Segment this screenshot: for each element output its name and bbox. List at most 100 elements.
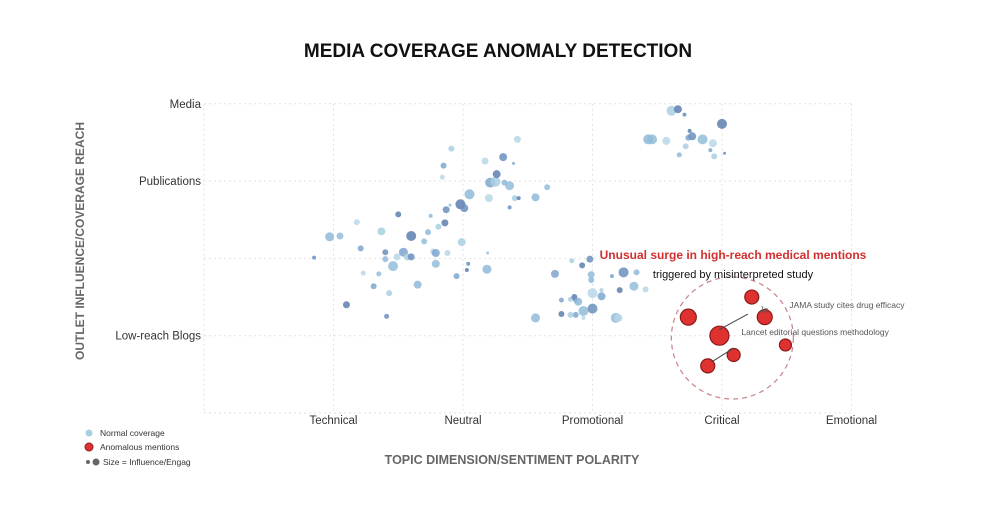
normal-point: [492, 170, 501, 179]
annotation-subline: triggered by misinterpreted study: [653, 269, 814, 281]
legend-size-large: [92, 458, 100, 466]
normal-point: [407, 253, 415, 261]
normal-point: [588, 277, 595, 284]
normal-point: [325, 232, 335, 242]
legend-anomaly-swatch: [84, 442, 94, 452]
normal-point: [507, 205, 512, 210]
legend-size-small: [86, 460, 90, 464]
chart-title: MEDIA COVERAGE ANOMALY DETECTION: [304, 41, 692, 62]
normal-point: [567, 311, 574, 318]
normal-point: [431, 259, 440, 268]
normal-point: [382, 256, 389, 263]
normal-point: [616, 287, 623, 294]
normal-point: [376, 271, 382, 277]
legend-size-label: Size = Influence/Engag: [103, 457, 191, 467]
normal-point: [444, 249, 451, 256]
normal-point: [597, 292, 606, 301]
annotations: JAMA study cites drug efficacy Lancet edi…: [600, 248, 905, 400]
x-tick-label: Emotional: [826, 415, 877, 427]
y-tick-label: Media: [170, 99, 202, 111]
normal-point: [717, 118, 727, 129]
annotation-headline: Unusual surge in high-reach medical ment…: [600, 248, 867, 262]
normal-point: [531, 313, 541, 323]
normal-point: [386, 290, 393, 297]
point-label: JAMA study cites drug efficacy: [789, 300, 905, 310]
point-label: Ja: [760, 305, 769, 315]
normal-point: [581, 315, 586, 320]
x-tick-label: Critical: [704, 415, 739, 427]
normal-point: [512, 161, 516, 165]
normal-point: [587, 303, 598, 314]
normal-point: [425, 229, 432, 236]
normal-point: [586, 255, 594, 263]
normal-point: [377, 227, 386, 236]
anomaly-region-circle: [670, 276, 795, 400]
normal-point: [464, 189, 475, 200]
normal-point: [723, 151, 727, 155]
normal-point: [464, 267, 469, 272]
normal-point: [688, 132, 697, 141]
points: [312, 105, 793, 374]
normal-point: [629, 281, 639, 291]
normal-point: [579, 262, 586, 269]
y-axis-label: OUTLET INFLUENCE/COVERAGE REACH: [73, 122, 87, 360]
normal-point: [647, 134, 658, 145]
normal-point: [482, 264, 492, 274]
point-label: Lancet editorial questions methodology: [741, 327, 889, 337]
anomaly-point: [756, 309, 773, 326]
normal-point: [614, 313, 623, 322]
normal-point: [406, 230, 417, 241]
normal-point: [448, 145, 455, 152]
normal-point: [388, 261, 399, 272]
normal-point: [572, 311, 579, 318]
normal-point: [336, 232, 344, 240]
normal-point: [511, 195, 518, 202]
normal-point: [448, 203, 452, 207]
normal-point: [587, 271, 595, 279]
normal-point: [505, 181, 515, 191]
normal-point: [460, 204, 469, 213]
normal-point: [558, 297, 564, 303]
normal-point: [384, 313, 390, 319]
normal-point: [673, 105, 682, 114]
normal-point: [453, 273, 460, 280]
x-axis-label: TOPIC DIMENSION/SENTIMENT POLARITY: [385, 453, 640, 467]
normal-point: [558, 311, 565, 318]
normal-point: [466, 261, 471, 266]
x-tick-label: Promotional: [562, 415, 623, 427]
normal-point: [440, 162, 447, 169]
annotation-connector: [711, 347, 734, 363]
y-tick-labels: Low-reach Blogs Publications Media: [115, 99, 201, 343]
y-tick-label: Low-reach Blogs: [115, 331, 201, 343]
normal-point: [574, 297, 583, 306]
normal-point: [578, 305, 589, 316]
normal-point: [431, 248, 440, 257]
normal-point: [687, 128, 692, 133]
normal-point: [618, 267, 629, 278]
normal-point: [609, 274, 614, 279]
normal-point: [439, 174, 445, 180]
anomaly-point: [679, 308, 697, 326]
normal-point: [676, 152, 682, 158]
normal-point: [370, 283, 377, 290]
normal-point: [642, 286, 649, 293]
normal-point: [442, 206, 450, 214]
anomaly-point: [744, 289, 760, 305]
normal-point: [666, 105, 677, 116]
normal-point: [435, 223, 442, 230]
normal-point: [569, 258, 575, 264]
grid: [203, 103, 852, 414]
normal-point: [421, 238, 428, 245]
y-tick-label: Publications: [139, 176, 201, 188]
normal-point: [486, 251, 490, 255]
normal-point: [708, 148, 713, 153]
normal-point: [633, 269, 640, 276]
normal-point: [342, 301, 350, 309]
normal-point: [531, 193, 540, 202]
annotation-connector: [719, 313, 749, 330]
x-tick-labels: Technical Neutral Promotional Critical Emoti…: [310, 415, 878, 427]
normal-point: [544, 184, 551, 191]
normal-point: [360, 270, 366, 276]
normal-point: [457, 238, 466, 247]
